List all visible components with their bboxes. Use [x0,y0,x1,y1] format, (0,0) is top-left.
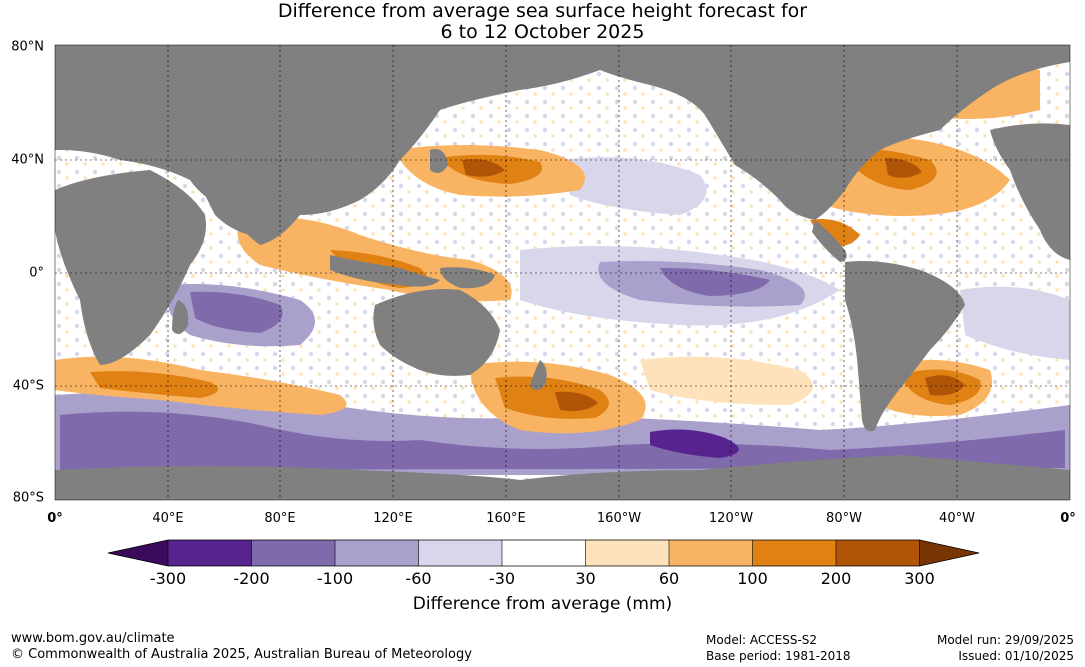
land-new-zealand [530,360,547,390]
colorbar-tick-label: 100 [737,569,768,588]
footer-base-period: Base period: 1981-2018 [706,649,851,663]
anomaly-southern-ocean-purple-strong [60,411,1065,470]
map-border [54,44,1071,501]
anomaly-agulhas-orange-strong [90,371,218,398]
colorbar-tick-label: 200 [820,569,852,588]
anomaly-south-atlantic-purple [960,286,1070,360]
lon-label-40e: 40°E [152,511,184,526]
anomaly-south-atlantic-peak [925,375,965,396]
lon-label-160e: 160°E [486,511,526,526]
lon-label-0-left: 0° [47,511,63,526]
land-west-europe [990,123,1070,260]
lat-label-80n: 80°N [11,39,44,55]
colorbar-box-9 [836,540,920,566]
colorbar-under-triangle [108,540,168,566]
colorbar-tick-label: -300 [149,569,187,588]
lon-label-120e: 120°E [373,511,413,526]
colorbar-tick-label: -60 [405,569,432,588]
colorbar-box-4 [418,540,502,566]
colorbar-tick-label: -30 [488,569,516,588]
colorbar-tick-label: 30 [575,569,596,588]
chart-title-line2: 6 to 12 October 2025 [440,21,645,43]
graticule [55,45,1070,500]
colorbar-tick-label: -100 [316,569,354,588]
lat-label-80s: 80°S [12,490,44,506]
colorbar-box-2 [251,540,335,566]
lon-label-80e: 80°E [264,511,296,526]
colorbar-over-triangle [919,540,979,566]
footer-website: www.bom.gov.au/climate [11,631,175,646]
land-north-america [600,45,1070,220]
lon-label-120w: 120°W [708,511,754,526]
colorbar-tick-label: -200 [233,569,270,588]
land-antarctica [55,455,1070,500]
land-arabia-india [200,184,264,235]
colorbar-box-6 [585,540,669,566]
footer-issued: Issued: 01/10/2025 [958,649,1074,663]
land-central-america [812,220,847,262]
colorbar-tick-label: 300 [904,569,935,588]
anomaly-kuroshio-peak [462,159,505,177]
anomaly-gulf-stream-peak [885,158,922,178]
land-greenland [930,48,1010,95]
colorbar-box-1 [168,540,252,566]
colorbar-box-7 [669,540,753,566]
land-madagascar [172,300,189,334]
land [55,45,1070,500]
lat-label-40s: 40°S [12,378,44,394]
colorbar-title: Difference from average (mm) [412,594,673,614]
colorbar-box-3 [335,540,419,566]
lon-label-40w: 40°W [939,511,975,526]
footer-model: Model: ACCESS-S2 [706,633,818,647]
land-south-america [845,261,965,432]
anomaly-indian-purple-strong [190,291,283,333]
colorbar-box-8 [752,540,836,566]
land-australia [373,289,500,376]
land-eurasia [55,45,600,245]
lat-label-0: 0° [29,265,44,281]
lat-label-40n: 40°N [11,152,44,168]
anomaly-south-pacific-orange [640,356,813,405]
colorbar-box-5 [502,540,586,566]
land-africa [55,170,206,365]
anomaly-east-pacific-purple-strong [660,268,770,296]
lon-label-80w: 80°W [826,511,862,526]
lon-label-160w: 160°W [596,511,642,526]
lon-label-0-right: 0° [1060,511,1076,526]
footer-copyright: © Commonwealth of Australia 2025, Austra… [11,647,472,662]
land-japan [430,149,448,174]
anomaly-ross-sea-purple [650,429,739,458]
colorbar-tick-label: 60 [658,569,680,588]
anomaly-tasman-peak [555,391,598,412]
ocean-field [55,45,1070,500]
land-indonesia [330,255,440,287]
footer-model-run: Model run: 29/09/2025 [936,633,1074,647]
anomaly-north-pacific-purple [560,157,707,215]
chart-title-line1: Difference from average sea surface heig… [277,0,808,22]
colorbar [107,539,980,567]
land-new-guinea [440,267,495,289]
